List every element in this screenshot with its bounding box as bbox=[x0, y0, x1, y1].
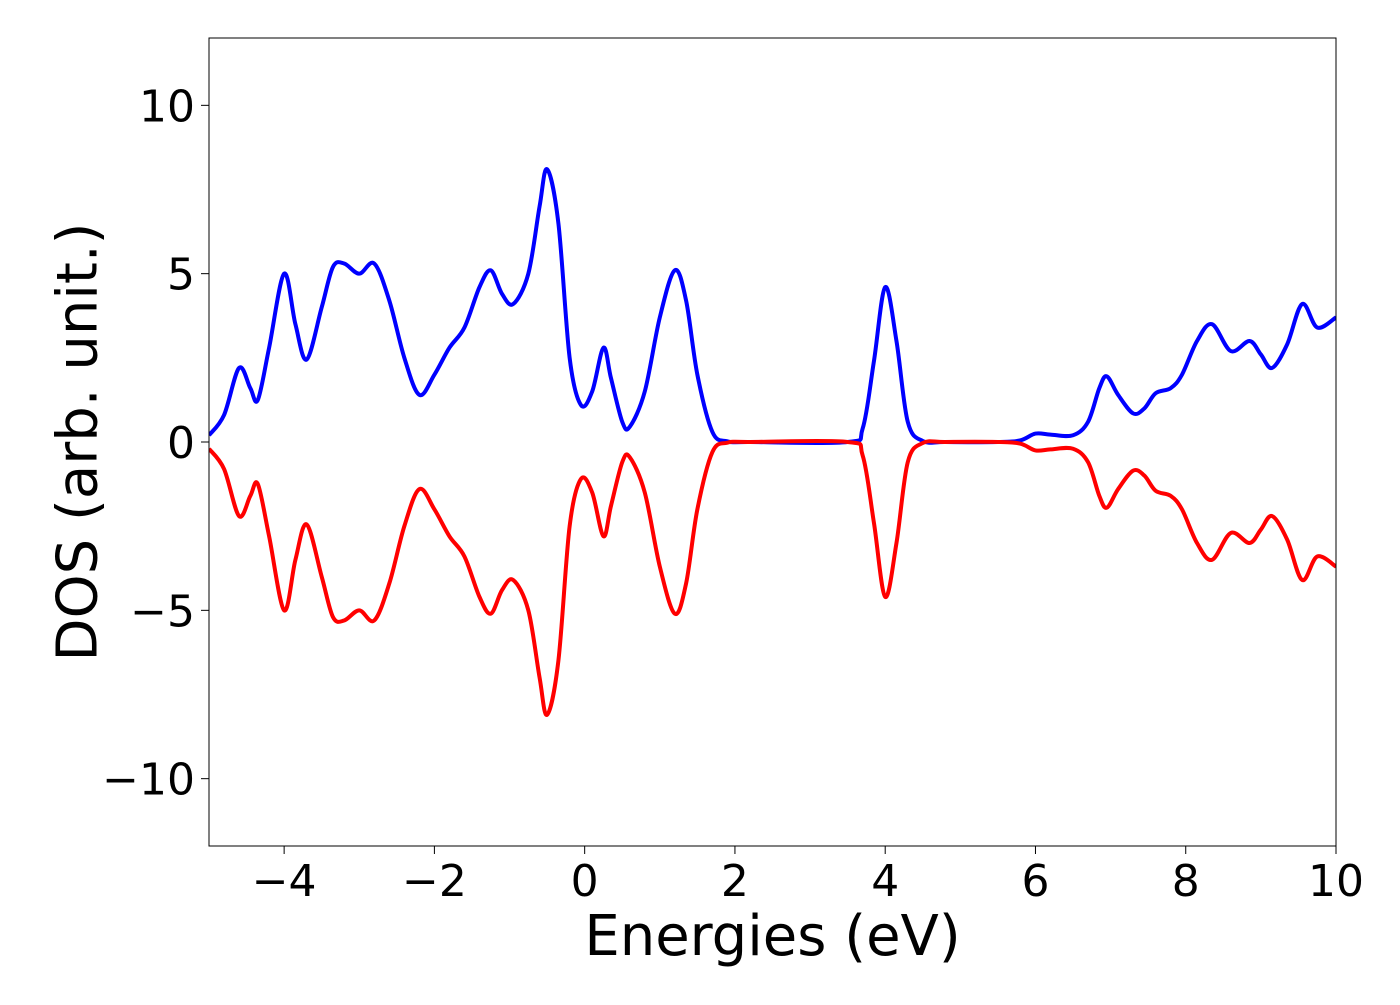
series-layer bbox=[209, 167, 1336, 717]
x-tick-label: 10 bbox=[1308, 856, 1364, 907]
y-axis-label: DOS (arb. unit.) bbox=[46, 222, 111, 661]
x-axis-label: Energies (eV) bbox=[584, 904, 960, 969]
series-line-2 bbox=[209, 438, 1336, 717]
x-tick-label: 2 bbox=[721, 856, 749, 907]
y-tick-label: 10 bbox=[139, 81, 195, 132]
y-tick-label: 0 bbox=[167, 418, 195, 469]
y-tick-label: −5 bbox=[130, 586, 195, 637]
x-tick-label: 6 bbox=[1021, 856, 1049, 907]
x-tick-label: 0 bbox=[571, 856, 599, 907]
x-axis: −4 −2 0 2 4 6 8 10 bbox=[252, 846, 1364, 907]
x-tick-label: 8 bbox=[1172, 856, 1200, 907]
x-tick-label: −4 bbox=[252, 856, 317, 907]
x-tick-label: −2 bbox=[402, 856, 467, 907]
y-tick-label: 5 bbox=[167, 250, 195, 301]
y-tick-label: −10 bbox=[102, 755, 195, 806]
series-line-1 bbox=[209, 167, 1336, 446]
y-axis: −10 −5 0 5 10 bbox=[102, 81, 209, 806]
x-tick-label: 4 bbox=[871, 856, 899, 907]
